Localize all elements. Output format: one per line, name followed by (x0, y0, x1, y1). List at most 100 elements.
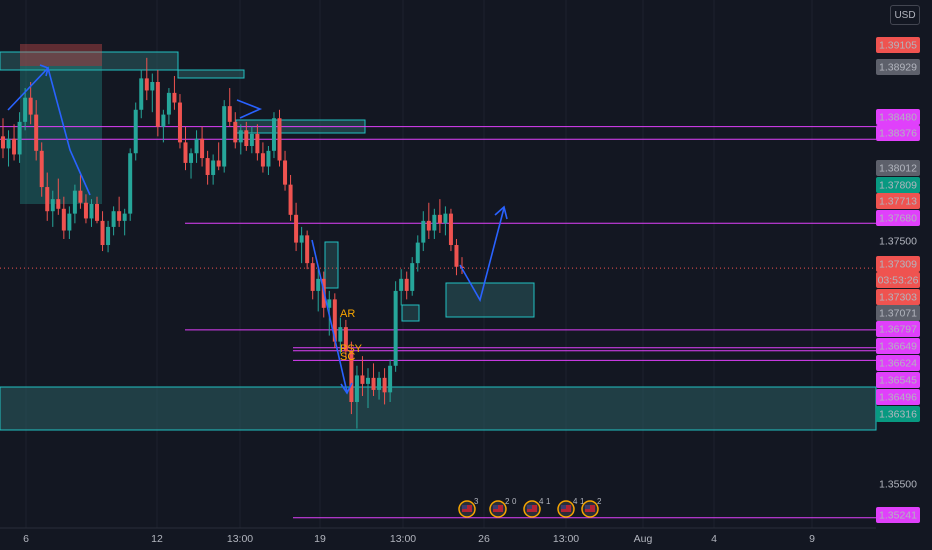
candle-body (172, 92, 177, 103)
price-label-bg (876, 406, 920, 422)
price-label-bg (876, 355, 920, 371)
flag-canton-icon (561, 505, 566, 509)
candle-body (117, 211, 122, 221)
price-label-bg (876, 125, 920, 141)
candle-body (89, 203, 94, 219)
price-label: 1.38012 (879, 163, 917, 175)
candle-body (332, 299, 337, 342)
drop-zone (324, 241, 339, 289)
price-label: 1.37680 (879, 213, 917, 225)
price-label-bg (876, 177, 920, 193)
candle-body (244, 130, 249, 146)
candle-body (393, 290, 398, 366)
green-range-box (20, 66, 102, 204)
price-label-bg (876, 321, 920, 337)
target-box (445, 282, 535, 318)
candle-body (448, 213, 453, 246)
price-label: 1.37071 (879, 308, 917, 320)
candle-body (222, 106, 227, 167)
candle-body (371, 377, 376, 390)
candle-body (72, 190, 77, 214)
candle-body (316, 278, 321, 291)
candle-body (360, 375, 365, 384)
candle-body (28, 97, 33, 115)
candle-body (426, 220, 431, 231)
price-label: 1.36624 (879, 358, 917, 370)
candle-body (1, 136, 5, 149)
event-count: 1 (580, 497, 585, 506)
candle-body (271, 118, 276, 151)
candle-body (106, 226, 111, 246)
red-supply-box (20, 44, 102, 66)
candle-body (39, 150, 44, 188)
time-tick: Aug (634, 533, 653, 545)
price-label-bg (876, 210, 920, 226)
candle-body (349, 351, 354, 402)
annotation-sc: SC (340, 351, 355, 363)
candle-body (255, 133, 260, 154)
candle-body (410, 263, 415, 291)
candle-body (144, 78, 149, 91)
price-label-bg (876, 272, 920, 288)
candle-body (277, 118, 282, 161)
event-count: 2 (597, 497, 602, 506)
candle-body (34, 114, 39, 151)
currency-button[interactable]: USD (890, 5, 920, 25)
candle-body (382, 377, 387, 393)
candle-body (133, 109, 138, 154)
arrow-head-down (340, 382, 353, 395)
candle-body (166, 92, 171, 115)
time-tick: 9 (809, 533, 815, 545)
price-label: 1.37303 (879, 292, 917, 304)
annotation-psy: PSY (340, 343, 363, 355)
price-label-bg (876, 389, 920, 405)
time-tick: 13:00 (390, 533, 416, 545)
candle-body (216, 160, 221, 167)
candle-body (12, 138, 17, 155)
price-label: 1.37309 (879, 259, 917, 271)
arrows (7, 64, 508, 395)
upper-left-zone (0, 51, 179, 71)
price-label-bg (876, 338, 920, 354)
grid (25, 0, 813, 528)
candle-body (56, 199, 61, 209)
price-label: 1.36649 (879, 341, 917, 353)
candle-body (294, 214, 299, 243)
small-demand-box (401, 304, 420, 322)
top-small-zone (177, 69, 245, 79)
candle-body (67, 213, 72, 231)
price-label-bg (876, 256, 920, 272)
candle-body (194, 138, 199, 154)
annotations: AR PSY SC (340, 308, 363, 363)
candle-body (249, 133, 254, 146)
candle-body (122, 213, 127, 221)
candle-body (443, 213, 448, 224)
candle-body (23, 97, 28, 122)
candle-body (327, 299, 332, 308)
candle-body (354, 375, 359, 402)
arrow-head-target (494, 205, 508, 220)
price-label: 1.38929 (879, 62, 917, 74)
flag-canton-icon (585, 505, 590, 509)
event-count: 2 (505, 497, 510, 506)
price-label: 1.35500 (879, 479, 917, 491)
candle-body (111, 211, 116, 227)
candle-body (266, 150, 271, 167)
flag-canton-icon (527, 505, 532, 509)
price-label: 1.36545 (879, 375, 917, 387)
price-label-bg (876, 305, 920, 321)
candle-body (454, 245, 459, 267)
candle-body (260, 153, 265, 167)
candle-body (227, 106, 232, 122)
candle-body (421, 220, 426, 243)
flag-canton-icon (462, 505, 467, 509)
candle-body (233, 121, 238, 143)
price-label: 1.37500 (879, 236, 917, 248)
candle-body (437, 214, 442, 224)
annotation-ar: AR (340, 308, 355, 320)
price-axis: 1.39105 1.38929 1.38480 1.38376 1.38012 1.378… (876, 37, 920, 523)
price-label: 1.36496 (879, 392, 917, 404)
candle-body (343, 327, 348, 352)
price-label-bg (876, 193, 920, 209)
